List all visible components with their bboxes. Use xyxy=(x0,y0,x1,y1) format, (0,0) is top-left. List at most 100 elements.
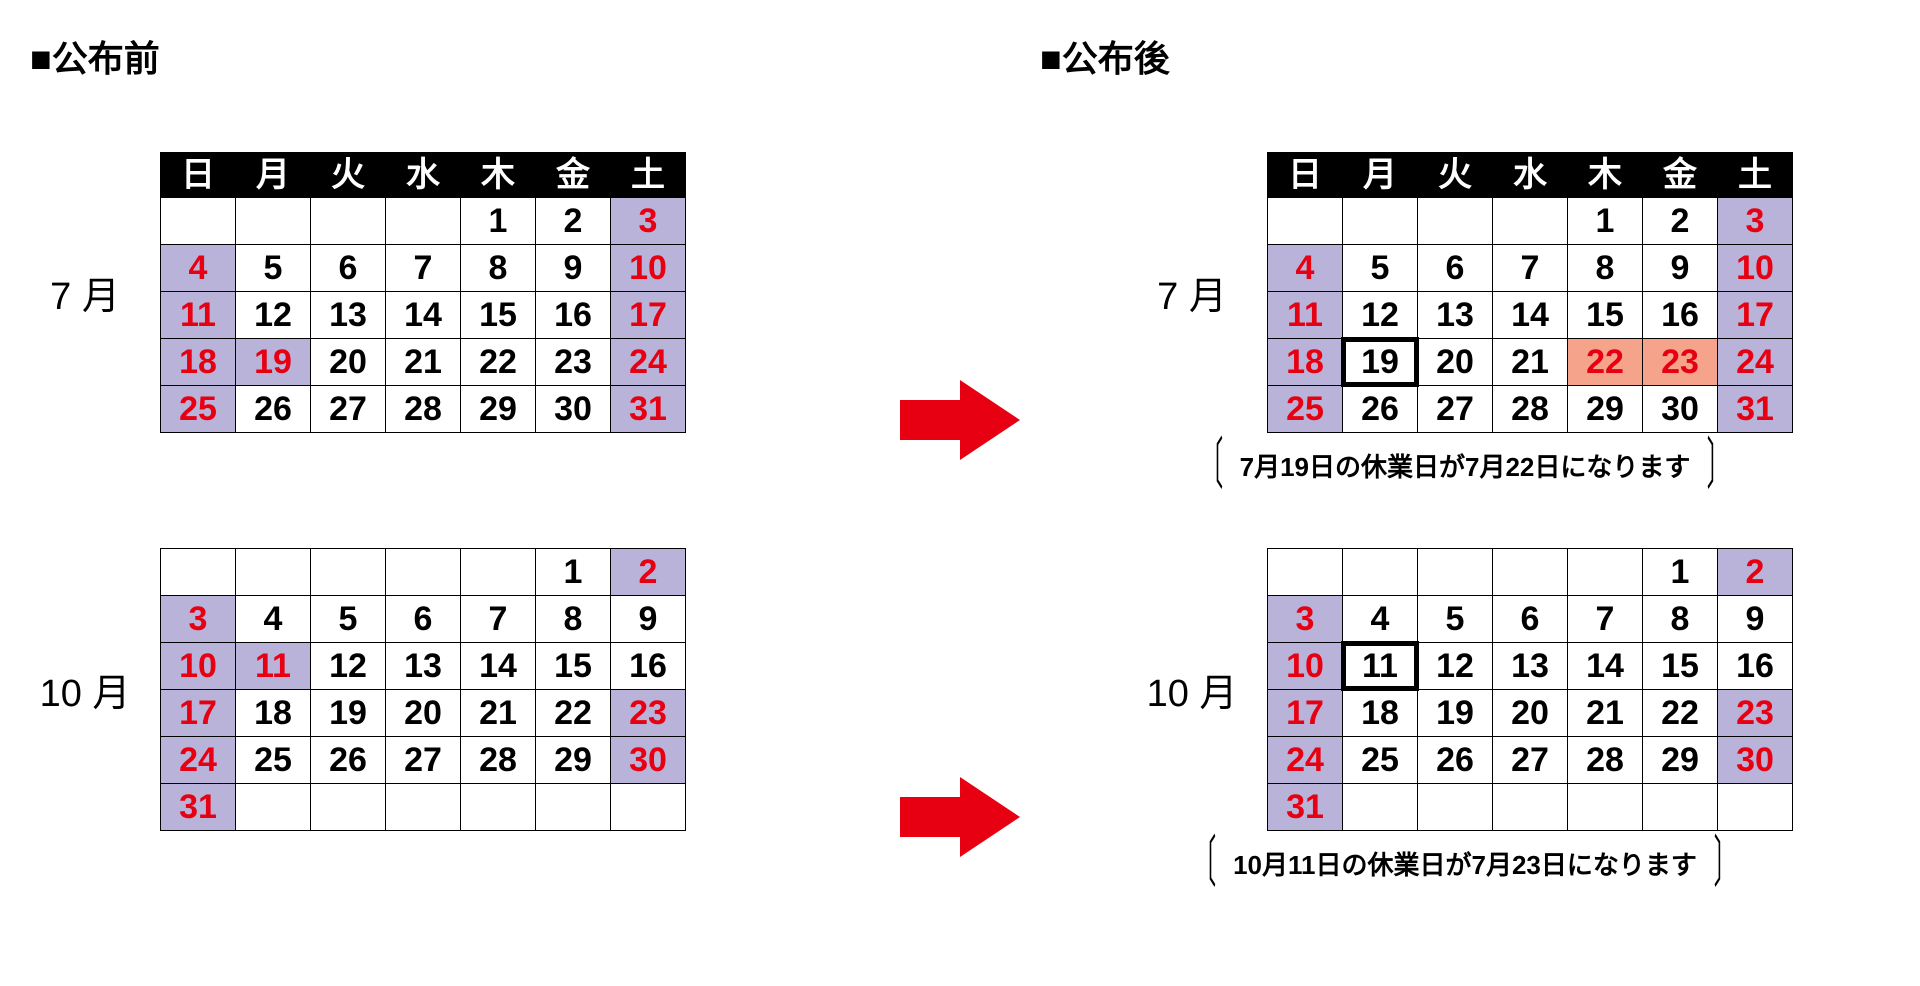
calendar-cell: 9 xyxy=(1718,595,1793,642)
calendar-cell: 14 xyxy=(386,292,461,339)
calendar-row: 12 xyxy=(1268,548,1793,595)
calendar-cell-empty xyxy=(1268,198,1343,245)
calendar-cell-empty xyxy=(1493,198,1568,245)
calendar-row: 17181920212223 xyxy=(161,689,686,736)
weekday-header: 月 xyxy=(1343,153,1418,198)
calendar-cell: 16 xyxy=(1643,292,1718,339)
calendar-cell: 16 xyxy=(536,292,611,339)
calendar-cell: 23 xyxy=(1718,689,1793,736)
calendar-cell: 19 xyxy=(236,339,311,386)
calendar-cell: 2 xyxy=(1643,198,1718,245)
calendar-cell-empty xyxy=(236,548,311,595)
calendar-cell: 8 xyxy=(1643,595,1718,642)
calendar-jul-before: 日月火水木金土123456789101112131415161718192021… xyxy=(160,152,686,433)
calendar-cell: 17 xyxy=(1718,292,1793,339)
calendar-cell: 6 xyxy=(1493,595,1568,642)
calendar-cell: 13 xyxy=(311,292,386,339)
oct-before-block: 10 月 12345678910111213141516171819202122… xyxy=(30,548,880,831)
calendar-cell: 19 xyxy=(311,689,386,736)
calendar-cell: 17 xyxy=(161,689,236,736)
calendar-cell: 23 xyxy=(611,689,686,736)
calendar-cell: 13 xyxy=(1493,642,1568,689)
calendar-cell: 15 xyxy=(1643,642,1718,689)
calendar-cell: 19 xyxy=(1418,689,1493,736)
july-after-col: 7 月 日月火水木金土12345678910111213141516171819… xyxy=(1040,152,1890,488)
calendar-row: 17181920212223 xyxy=(1268,689,1793,736)
calendar-cell: 4 xyxy=(1268,245,1343,292)
calendar-cell: 21 xyxy=(1493,339,1568,386)
calendar-cell: 21 xyxy=(1568,689,1643,736)
calendar-cell-empty xyxy=(1493,783,1568,830)
calendar-row: 45678910 xyxy=(161,245,686,292)
calendar-cell: 27 xyxy=(1493,736,1568,783)
note-july-text: 7月19日の休業日が7月22日になります xyxy=(1240,447,1691,484)
calendar-cell: 29 xyxy=(461,386,536,433)
calendar-cell: 20 xyxy=(311,339,386,386)
arrow-july xyxy=(900,152,1020,588)
calendar-cell: 4 xyxy=(236,595,311,642)
title-before: ■公布前 xyxy=(30,30,880,82)
calendar-cell: 10 xyxy=(611,245,686,292)
calendar-cell: 12 xyxy=(1418,642,1493,689)
calendar-cell: 14 xyxy=(461,642,536,689)
calendar-cell-empty xyxy=(461,548,536,595)
calendar-cell-empty xyxy=(1568,548,1643,595)
weekday-header: 水 xyxy=(1493,153,1568,198)
arrow-oct xyxy=(900,548,1020,986)
calendar-cell-empty xyxy=(1718,783,1793,830)
calendar-cell-empty xyxy=(311,548,386,595)
calendar-oct-after: 1234567891011121314151617181920212223242… xyxy=(1267,548,1793,831)
calendar-cell: 21 xyxy=(386,339,461,386)
weekday-header: 日 xyxy=(161,153,236,198)
calendar-cell: 5 xyxy=(236,245,311,292)
calendar-cell: 7 xyxy=(461,595,536,642)
calendar-cell-empty xyxy=(1418,198,1493,245)
weekday-header: 土 xyxy=(611,153,686,198)
calendar-cell: 2 xyxy=(536,198,611,245)
calendar-jul-after: 日月火水木金土123456789101112131415161718192021… xyxy=(1267,152,1793,433)
calendar-row: 18192021222324 xyxy=(161,339,686,386)
calendar-cell: 1 xyxy=(1643,548,1718,595)
calendar-cell: 10 xyxy=(161,642,236,689)
calendar-cell: 26 xyxy=(1343,386,1418,433)
calendar-cell: 15 xyxy=(1568,292,1643,339)
calendar-cell: 24 xyxy=(161,736,236,783)
calendar-row: 11121314151617 xyxy=(161,292,686,339)
calendar-cell: 23 xyxy=(1643,339,1718,386)
weekday-header: 木 xyxy=(461,153,536,198)
calendar-cell-empty xyxy=(1343,548,1418,595)
calendar-cell: 16 xyxy=(1718,642,1793,689)
calendar-row: 11121314151617 xyxy=(1268,292,1793,339)
calendar-row: 18192021222324 xyxy=(1268,339,1793,386)
calendar-cell-empty xyxy=(1418,783,1493,830)
calendar-cell-empty xyxy=(386,783,461,830)
comparison-grid: ■公布前 ■公布後 7 月 日月火水木金土1234567891011121314… xyxy=(30,30,1890,886)
calendar-cell: 29 xyxy=(1568,386,1643,433)
oct-after-col: 10 月 12345678910111213141516171819202122… xyxy=(1040,548,1890,886)
calendar-cell: 18 xyxy=(161,339,236,386)
calendar-cell-empty xyxy=(536,783,611,830)
calendar-cell: 18 xyxy=(236,689,311,736)
calendar-cell: 3 xyxy=(611,198,686,245)
calendar-cell-empty xyxy=(1268,548,1343,595)
calendar-cell: 24 xyxy=(1268,736,1343,783)
calendar-row: 3456789 xyxy=(161,595,686,642)
month-label-oct: 10 月 xyxy=(30,662,140,717)
calendar-cell: 31 xyxy=(1268,783,1343,830)
calendar-cell: 20 xyxy=(1493,689,1568,736)
calendar-cell-empty xyxy=(1493,548,1568,595)
calendar-row: 12 xyxy=(161,548,686,595)
weekday-header: 火 xyxy=(1418,153,1493,198)
calendar-cell: 11 xyxy=(1268,292,1343,339)
calendar-oct-before: 1234567891011121314151617181920212223242… xyxy=(160,548,686,831)
calendar-cell: 27 xyxy=(311,386,386,433)
calendar-cell: 26 xyxy=(311,736,386,783)
calendar-cell-empty xyxy=(1343,198,1418,245)
calendar-cell: 28 xyxy=(1568,736,1643,783)
calendar-cell: 23 xyxy=(536,339,611,386)
calendar-cell: 8 xyxy=(1568,245,1643,292)
calendar-cell-empty xyxy=(161,198,236,245)
calendar-cell-empty xyxy=(1418,548,1493,595)
calendar-cell: 28 xyxy=(1493,386,1568,433)
calendar-cell: 20 xyxy=(386,689,461,736)
